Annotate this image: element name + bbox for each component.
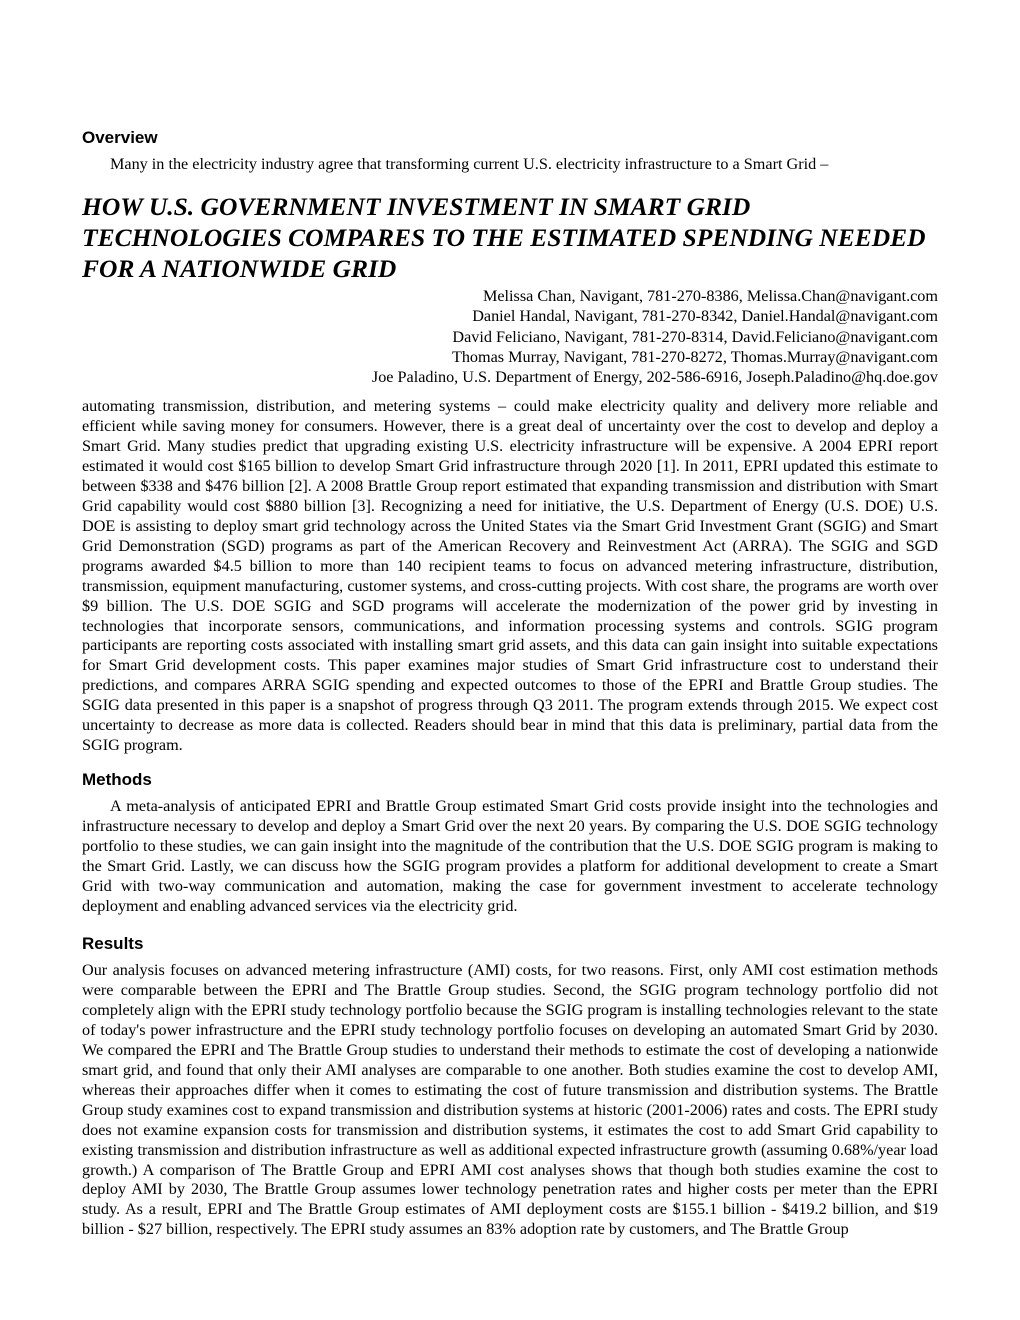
author-line: Thomas Murray, Navigant, 781-270-8272, T… (82, 347, 938, 367)
author-line: David Feliciano, Navigant, 781-270-8314,… (82, 327, 938, 347)
page-content: Overview Many in the electricity industr… (0, 0, 1020, 1304)
author-line: Daniel Handal, Navigant, 781-270-8342, D… (82, 306, 938, 326)
overview-heading: Overview (82, 128, 938, 149)
results-heading: Results (82, 934, 938, 955)
author-line: Melissa Chan, Navigant, 781-270-8386, Me… (82, 286, 938, 306)
author-line: Joe Paladino, U.S. Department of Energy,… (82, 367, 938, 387)
results-text: Our analysis focuses on advanced meterin… (82, 961, 938, 1240)
overview-body: automating transmission, distribution, a… (82, 397, 938, 756)
methods-text: A meta-analysis of anticipated EPRI and … (82, 797, 938, 917)
paper-title: HOW U.S. GOVERNMENT INVESTMENT IN SMART … (82, 191, 938, 284)
authors-block: Melissa Chan, Navigant, 781-270-8386, Me… (82, 286, 938, 387)
methods-heading: Methods (82, 770, 938, 791)
overview-intro-text: Many in the electricity industry agree t… (82, 155, 938, 175)
